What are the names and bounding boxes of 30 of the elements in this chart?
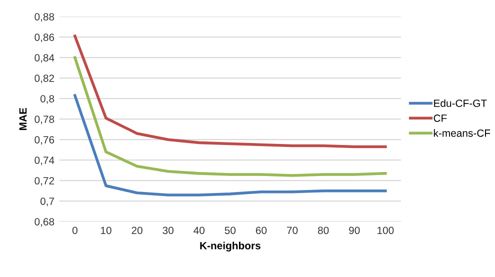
y-tick-label: 0,88: [34, 13, 54, 22]
x-tick-label: 60: [256, 226, 267, 234]
legend-label: CF: [434, 114, 447, 122]
y-axis-title: MAE: [19, 108, 27, 130]
x-tick-label: 40: [194, 226, 205, 234]
x-axis-title: K-neighbors: [200, 242, 260, 252]
y-tick-label: 0,86: [34, 34, 54, 42]
x-tick-label: 30: [162, 226, 174, 234]
y-tick-label: 0,8: [40, 95, 54, 104]
y-tick-label: 0,76: [34, 136, 54, 145]
y-tick-label: 0,72: [34, 177, 54, 186]
x-tick-label: 20: [132, 226, 142, 234]
line-series: [74, 56, 387, 177]
y-tick-label: 0,68: [34, 218, 54, 227]
x-tick-label: 70: [287, 226, 298, 234]
y-tick-label: 0,74: [34, 156, 54, 166]
legend-label: Edu-CF-GT: [434, 99, 487, 107]
x-tick-label: 90: [349, 226, 360, 234]
y-tick-label: 0,7: [40, 198, 54, 206]
x-tick-label: 80: [318, 226, 329, 234]
x-tick-label: 0: [72, 226, 78, 234]
x-tick-label: 50: [224, 226, 236, 234]
x-tick-label: 100: [378, 226, 394, 234]
y-tick-label: 0,82: [34, 74, 54, 84]
line-series: [74, 34, 387, 148]
line-series: [74, 94, 387, 196]
legend-label: k-means-CF: [434, 129, 490, 137]
y-tick-label: 0,78: [34, 116, 54, 124]
y-tick-label: 0,84: [34, 54, 54, 63]
x-tick-label: 10: [100, 226, 112, 234]
